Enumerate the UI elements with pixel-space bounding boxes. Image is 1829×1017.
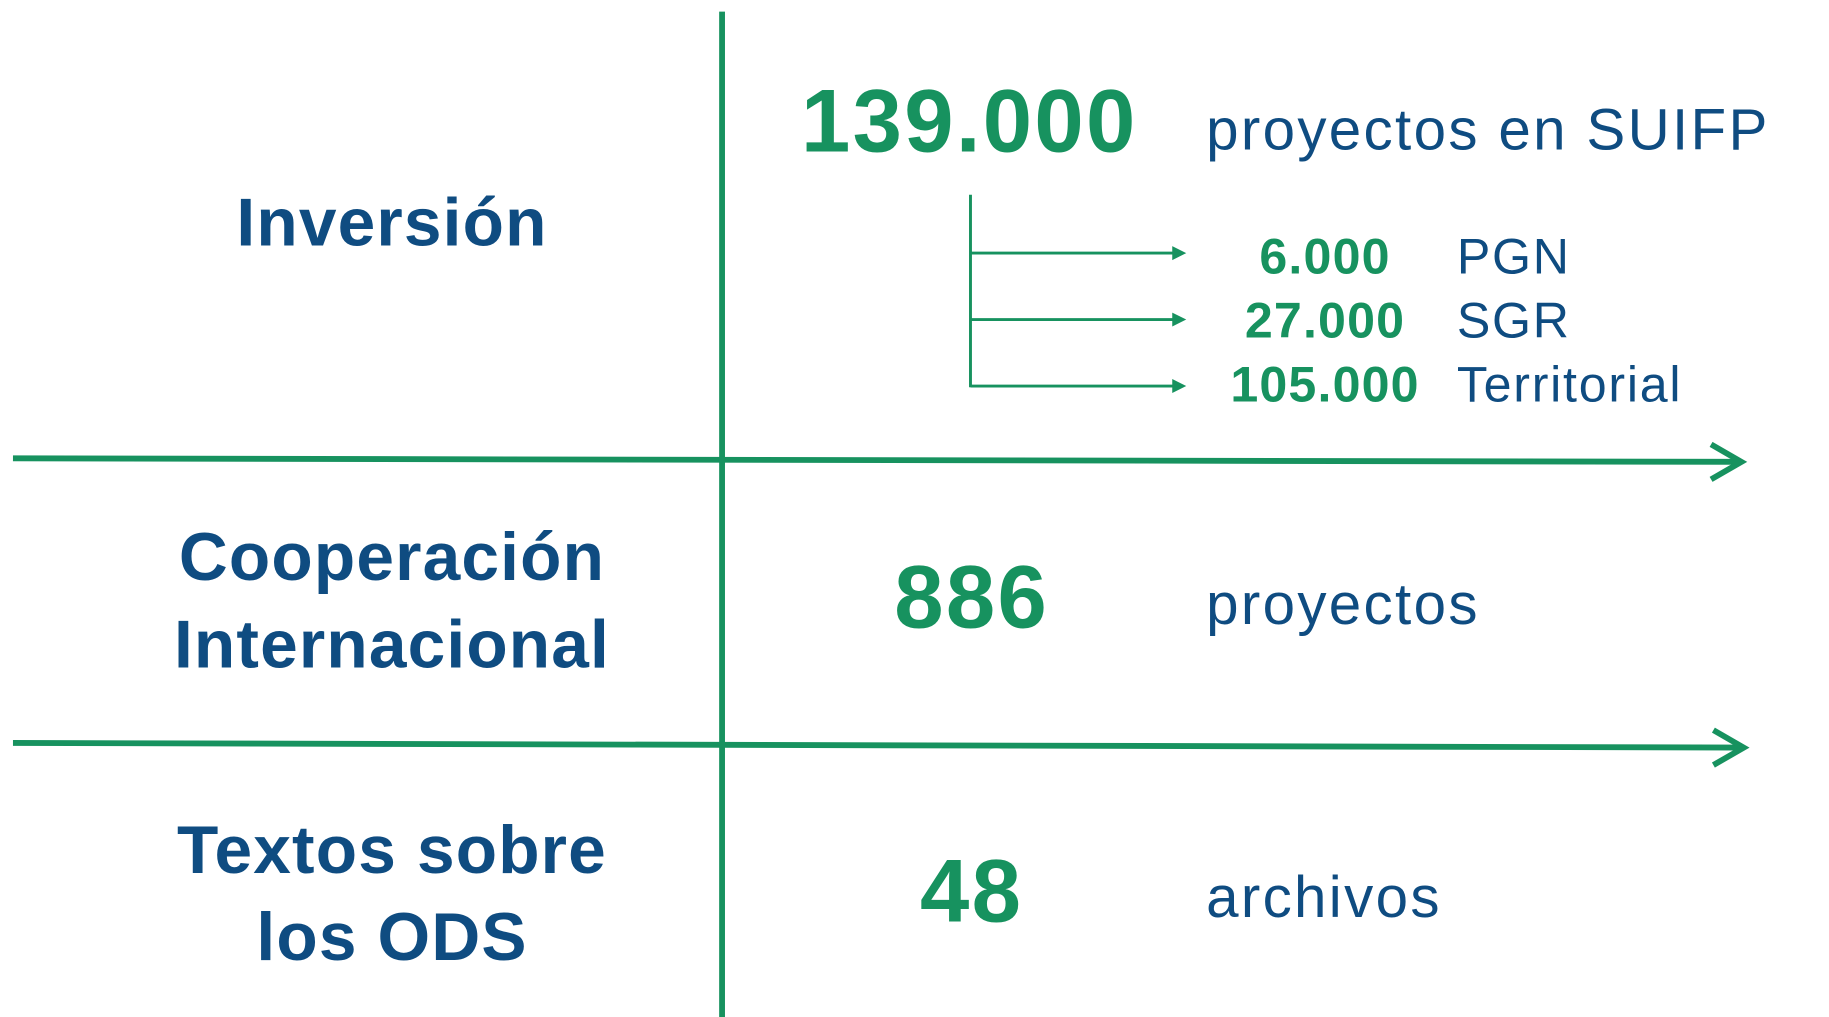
sub-label: SGR bbox=[1457, 292, 1571, 348]
arrowhead bbox=[1711, 727, 1750, 768]
sub-label: PGN bbox=[1457, 228, 1571, 284]
unit-label: proyectos bbox=[1206, 572, 1480, 637]
unit-label: proyectos en SUIFP bbox=[1206, 98, 1770, 163]
category-label: los ODS bbox=[256, 900, 527, 975]
big-number: 48 bbox=[920, 841, 1023, 940]
arrowhead bbox=[1172, 379, 1187, 394]
sub-number: 105.000 bbox=[1230, 357, 1419, 413]
divider-horizontal bbox=[12, 740, 1742, 751]
category-label: Inversión bbox=[236, 185, 547, 260]
arrowhead bbox=[1172, 312, 1187, 327]
big-number: 139.000 bbox=[801, 72, 1138, 171]
category-label: Internacional bbox=[174, 607, 610, 682]
sub-number: 6.000 bbox=[1259, 228, 1390, 284]
sub-number: 27.000 bbox=[1245, 292, 1405, 348]
arrowhead bbox=[1172, 246, 1187, 261]
category-label: Textos sobre bbox=[177, 813, 607, 888]
unit-label: archivos bbox=[1206, 865, 1442, 930]
category-label: Cooperación bbox=[179, 520, 605, 595]
divider-horizontal bbox=[12, 455, 1740, 465]
sub-label: Territorial bbox=[1457, 357, 1682, 413]
big-number: 886 bbox=[894, 548, 1049, 647]
arrowhead bbox=[1709, 441, 1748, 482]
